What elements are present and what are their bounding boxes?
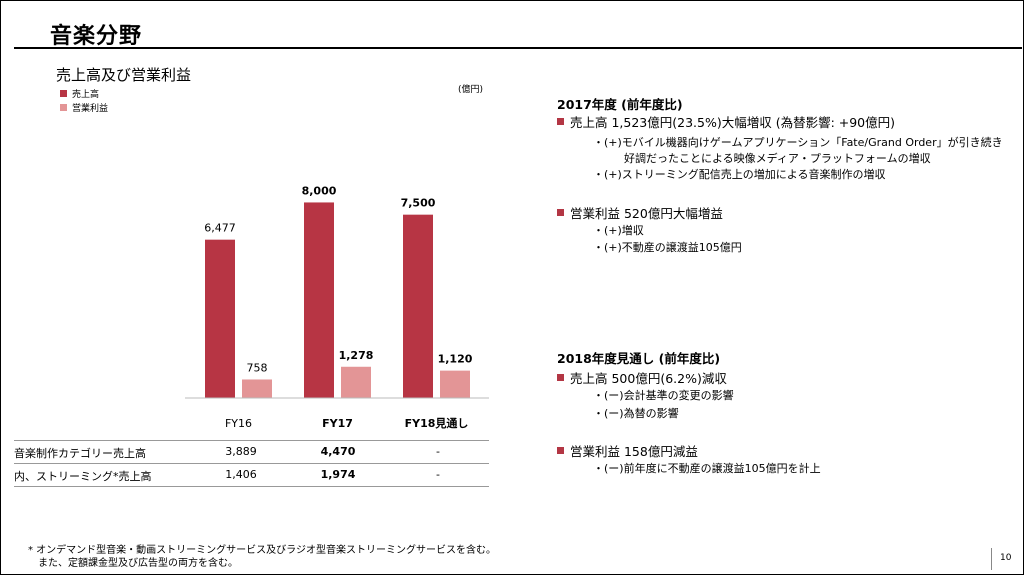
bullet-square-icon [557, 447, 564, 454]
fy18-op-text: 営業利益 158億円減益 [570, 444, 698, 459]
table-row-label: 音楽制作カテゴリー売上高 [14, 447, 146, 460]
data-label: 6,477 [204, 222, 236, 235]
fy17-title: 2017年度 (前年度比) [557, 97, 683, 112]
chart-unit: (億円) [458, 85, 484, 95]
table-cell: - [436, 468, 440, 481]
data-label: 1,120 [438, 353, 473, 366]
fy17-op-heading: 営業利益 520億円大幅増益 [557, 203, 723, 222]
legend-item-operating-income: 営業利益 [60, 100, 108, 114]
fy18-sales-item: ・(ー)会計基準の変更の影響 [593, 389, 734, 402]
table-row-label: 内、ストリーミング*売上高 [14, 470, 152, 483]
revenue-bar [304, 202, 334, 398]
fy18-sales-heading: 売上高 500億円(6.2%)減収 [557, 368, 727, 387]
fy18-op-item: ・(ー)前年度に不動産の譲渡益105億円を計上 [593, 462, 821, 475]
fy17-sales-text: 売上高 1,523億円(23.5%)大幅増収 (為替影響: +90億円) [570, 115, 896, 130]
table-cell: 3,889 [225, 445, 257, 458]
x-tick-label: FY16 [225, 417, 252, 430]
table-mid-rule [14, 463, 489, 464]
revenue-bar [205, 239, 235, 398]
operating-income-bar [242, 379, 272, 398]
data-label: 8,000 [302, 184, 337, 197]
fy17-sales-heading: 売上高 1,523億円(23.5%)大幅増収 (為替影響: +90億円) [557, 112, 895, 131]
footnote: * オンデマンド型音楽・動画ストリーミングサービス及びラジオ型音楽ストリーミング… [28, 544, 496, 570]
operating-income-bar [440, 370, 470, 398]
fy17-sales-item: 好調だったことによる映像メディア・プラットフォームの増収 [624, 152, 931, 165]
fy18-sales-text: 売上高 500億円(6.2%)減収 [570, 371, 727, 386]
fy18-op-heading: 営業利益 158億円減益 [557, 441, 698, 460]
fy17-sales-item: ・(+)モバイル機器向けゲームアプリケーション「Fate/Grand Order… [593, 136, 1003, 149]
bullet-square-icon [557, 118, 564, 125]
bullet-square-icon [557, 209, 564, 216]
table-cell: 1,974 [320, 468, 356, 481]
page-title: 音楽分野 [50, 24, 143, 49]
footnote-line: * オンデマンド型音楽・動画ストリーミングサービス及びラジオ型音楽ストリーミング… [28, 545, 496, 556]
legend-label-operating-income: 営業利益 [72, 103, 109, 114]
title-divider [14, 47, 1022, 49]
chart-title: 売上高及び営業利益 [56, 66, 192, 84]
page-number: 10 [1000, 553, 1012, 563]
legend-swatch-revenue [60, 89, 67, 97]
fy17-op-item: ・(+)増収 [593, 224, 644, 237]
fy17-op-item: ・(+)不動産の譲渡益105億円 [593, 241, 742, 254]
data-label: 758 [247, 361, 268, 374]
operating-income-bar [341, 366, 371, 398]
x-tick-label: FY17 [322, 417, 353, 430]
footnote-line: また、定額課金型及び広告型の両方を含む。 [38, 558, 238, 569]
fy18-sales-item: ・(ー)為替の影響 [593, 407, 679, 420]
table-cell: 4,470 [320, 445, 356, 458]
table-bottom-rule [14, 486, 489, 487]
legend-swatch-operating-income [60, 103, 67, 111]
bullet-square-icon [557, 374, 564, 381]
x-tick-label: FY18見通し [405, 417, 469, 430]
page-number-divider [991, 548, 992, 570]
data-label: 7,500 [401, 197, 436, 210]
fy18-title: 2018年度見通し (前年度比) [557, 351, 721, 366]
legend-item-revenue: 売上高 [60, 86, 108, 100]
fy17-op-text: 営業利益 520億円大幅増益 [570, 206, 723, 221]
table-top-rule [14, 440, 489, 441]
legend-label-revenue: 売上高 [72, 89, 100, 100]
fy17-sales-item: ・(+)ストリーミング配信売上の増加による音楽制作の増収 [593, 168, 886, 181]
revenue-bar [403, 214, 433, 398]
table-cell: 1,406 [225, 468, 257, 481]
data-label: 1,278 [339, 349, 374, 362]
table-cell: - [436, 445, 440, 458]
chart-legend: 売上高 営業利益 [60, 86, 108, 114]
